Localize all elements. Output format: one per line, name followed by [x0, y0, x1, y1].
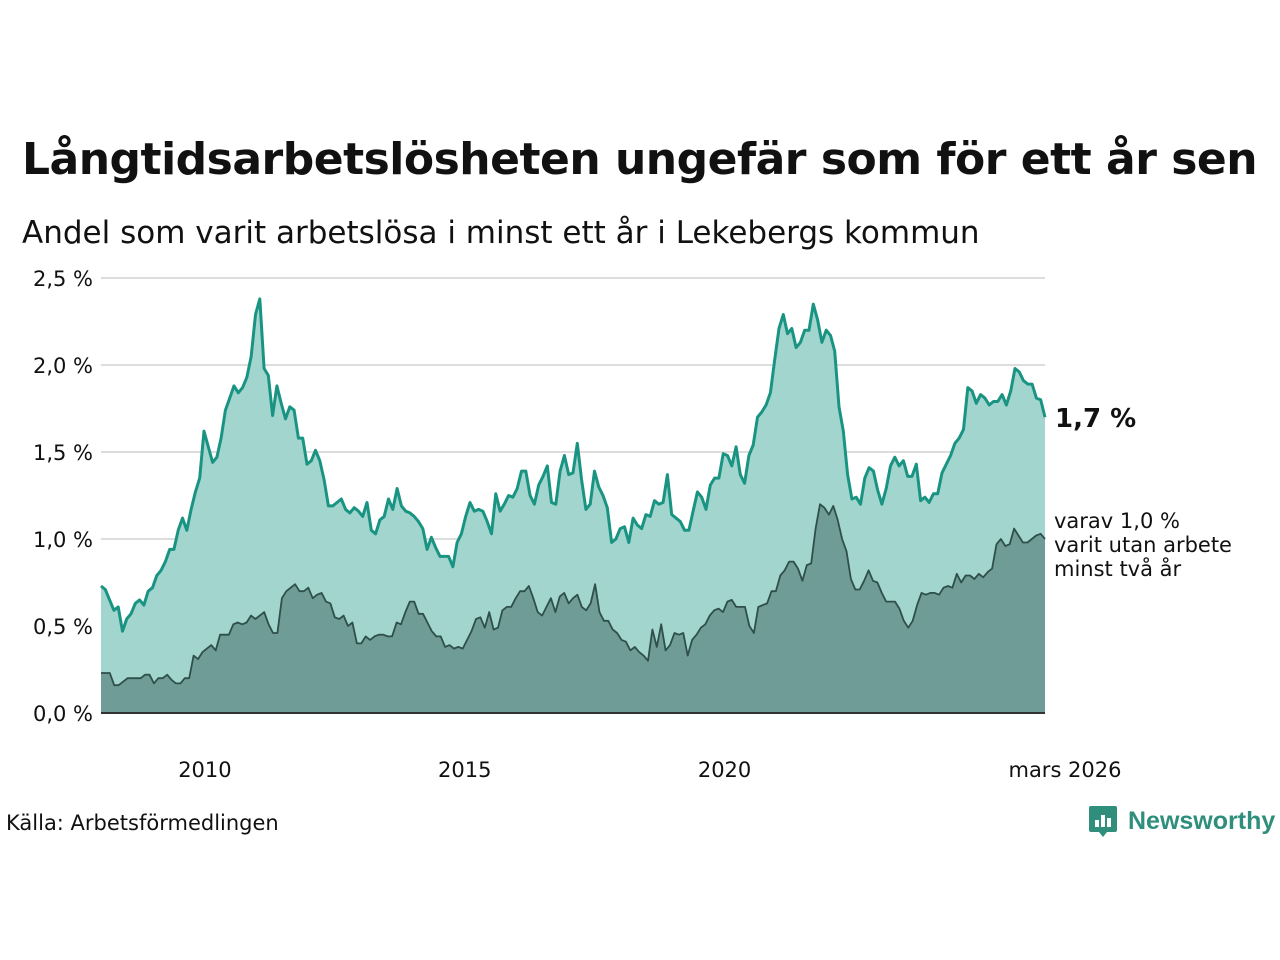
y-tick-label: 0,5 % — [33, 615, 93, 639]
x-tick-label: mars 2026 — [1008, 758, 1121, 782]
sub-series-end-label: varit utan arbete — [1054, 533, 1232, 557]
brand-logo[interactable]: Newsworthy — [1088, 804, 1275, 838]
y-tick-label: 2,5 % — [33, 267, 93, 291]
y-tick-label: 1,5 % — [33, 441, 93, 465]
sub-series-end-label: varav 1,0 % — [1054, 509, 1180, 533]
y-tick-label: 1,0 % — [33, 528, 93, 552]
x-tick-label: 2015 — [438, 758, 491, 782]
newsworthy-logo-icon — [1089, 806, 1117, 837]
y-tick-label: 2,0 % — [33, 354, 93, 378]
main-series-line — [100, 297, 1047, 633]
source-note: Källa: Arbetsförmedlingen — [6, 811, 279, 835]
main-series-end-label: 1,7 % — [1055, 404, 1136, 434]
sub-series-end-label: minst två år — [1054, 556, 1182, 581]
x-tick-label: 2010 — [178, 758, 231, 782]
chart-subtitle: Andel som varit arbetslösa i minst ett å… — [22, 215, 980, 251]
y-tick-label: 0,0 % — [33, 702, 93, 726]
brand-name: Newsworthy — [1128, 806, 1276, 835]
sub-series-line — [101, 503, 1046, 687]
sub-series-area — [101, 504, 1045, 713]
chart-title: Långtidsarbetslösheten ungefär som för e… — [22, 134, 1258, 185]
x-tick-label: 2020 — [698, 758, 751, 782]
